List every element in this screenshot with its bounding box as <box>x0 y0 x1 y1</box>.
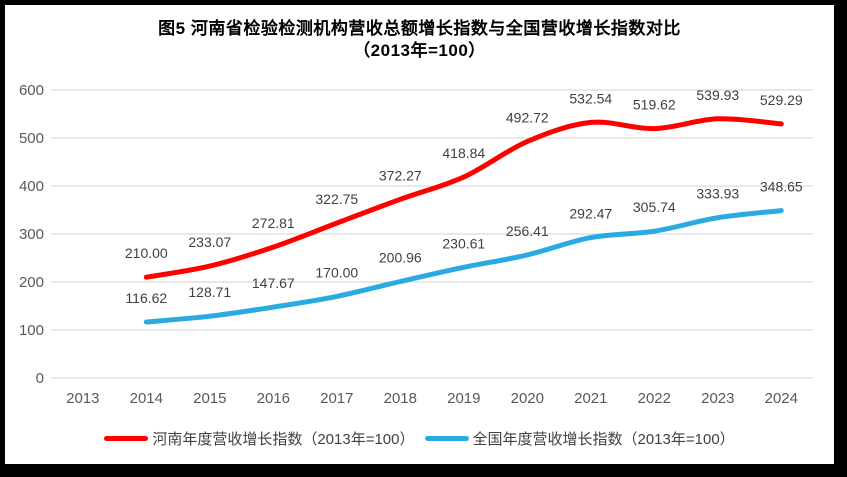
svg-text:500: 500 <box>19 130 44 147</box>
svg-text:200: 200 <box>19 274 44 291</box>
svg-text:519.62: 519.62 <box>633 97 676 113</box>
y-axis-tick-labels: 0 100 200 300 400 500 600 <box>19 82 44 387</box>
svg-text:300: 300 <box>19 226 44 243</box>
svg-text:539.93: 539.93 <box>696 87 739 103</box>
svg-text:147.67: 147.67 <box>252 275 295 291</box>
svg-text:170.00: 170.00 <box>315 264 358 280</box>
svg-text:2014: 2014 <box>130 390 163 407</box>
svg-text:233.07: 233.07 <box>188 234 231 250</box>
svg-text:600: 600 <box>19 82 44 99</box>
svg-text:532.54: 532.54 <box>569 90 612 106</box>
svg-text:2017: 2017 <box>320 390 353 407</box>
legend-label-henan: 河南年度营收增长指数（2013年=100） <box>152 431 415 448</box>
svg-text:0: 0 <box>36 370 44 387</box>
chart-title-block: 图5 河南省检验检测机构营收总额增长指数与全国营收增长指数对比 （2013年=1… <box>5 18 834 62</box>
svg-text:210.00: 210.00 <box>125 245 168 261</box>
series-line-1 <box>143 208 784 325</box>
svg-text:100: 100 <box>19 322 44 339</box>
svg-text:2013: 2013 <box>66 390 99 407</box>
svg-text:322.75: 322.75 <box>315 191 358 207</box>
legend-item-national: 全国年度营收增长指数（2013年=100） <box>424 428 735 449</box>
svg-text:200.96: 200.96 <box>379 250 422 266</box>
svg-text:2021: 2021 <box>574 390 607 407</box>
svg-text:305.74: 305.74 <box>633 199 676 215</box>
svg-text:2019: 2019 <box>447 390 480 407</box>
x-axis-tick-labels: 2013 2014 2015 2016 2017 2018 2019 2020 2021 2022… <box>66 390 798 407</box>
svg-text:400: 400 <box>19 178 44 195</box>
svg-text:529.29: 529.29 <box>760 92 803 108</box>
national-series-line-sample <box>424 436 469 441</box>
data-labels-series-1: 116.62 128.71 147.67 170.00 200.96 230.61 256.… <box>125 179 803 306</box>
legend-item-henan: 河南年度营收增长指数（2013年=100） <box>104 428 415 449</box>
svg-text:292.47: 292.47 <box>569 206 612 222</box>
svg-text:492.72: 492.72 <box>506 110 549 126</box>
svg-text:2020: 2020 <box>511 390 544 407</box>
svg-text:2023: 2023 <box>701 390 734 407</box>
svg-text:230.61: 230.61 <box>442 235 485 251</box>
svg-text:372.27: 372.27 <box>379 167 422 183</box>
henan-series-line-sample <box>104 436 149 441</box>
svg-text:128.71: 128.71 <box>188 284 231 300</box>
chart-subtitle: （2013年=100） <box>353 41 486 60</box>
svg-text:2018: 2018 <box>384 390 417 407</box>
svg-text:116.62: 116.62 <box>125 290 167 306</box>
svg-text:256.41: 256.41 <box>506 223 549 239</box>
chart-canvas: 图5 河南省检验检测机构营收总额增长指数与全国营收增长指数对比 （2013年=1… <box>5 5 834 464</box>
svg-text:333.93: 333.93 <box>696 186 739 202</box>
svg-text:2022: 2022 <box>638 390 671 407</box>
chart-title: 图5 河南省检验检测机构营收总额增长指数与全国营收增长指数对比 <box>158 19 681 38</box>
svg-text:2024: 2024 <box>765 390 798 407</box>
svg-text:2016: 2016 <box>257 390 290 407</box>
svg-text:418.84: 418.84 <box>442 145 485 161</box>
legend-label-national: 全国年度营收增长指数（2013年=100） <box>472 431 735 448</box>
chart-legend: 河南年度营收增长指数（2013年=100） 全国年度营收增长指数（2013年=1… <box>5 428 834 449</box>
data-labels-series-0: 210.00 233.07 272.81 322.75 372.27 418.84 492.… <box>125 87 803 261</box>
series-line-0 <box>143 116 784 280</box>
svg-text:272.81: 272.81 <box>252 215 295 231</box>
svg-text:2015: 2015 <box>193 390 226 407</box>
gridlines <box>51 89 813 379</box>
svg-text:348.65: 348.65 <box>760 179 803 195</box>
